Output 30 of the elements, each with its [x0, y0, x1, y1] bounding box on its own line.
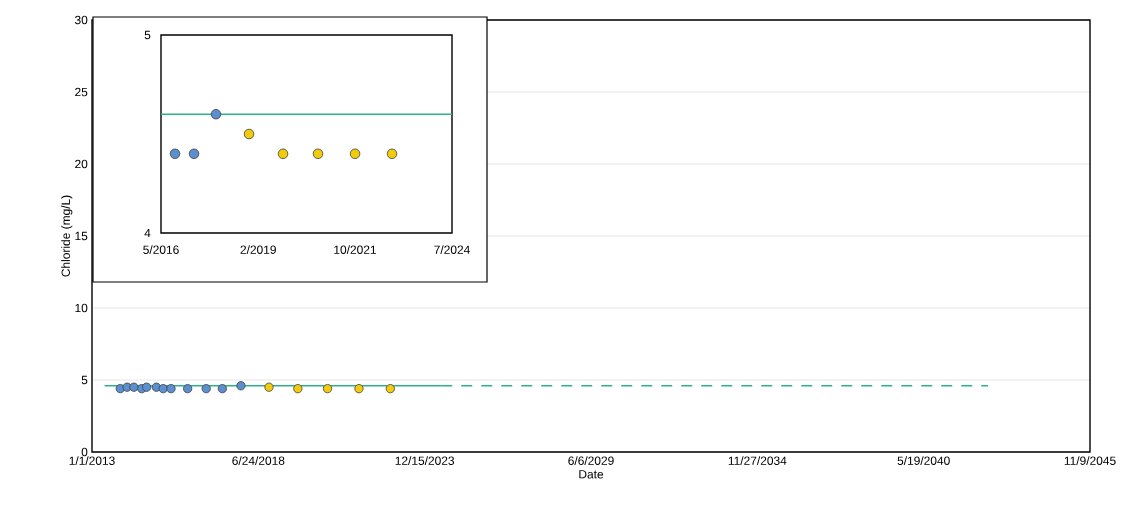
point	[349, 148, 361, 159]
y-tick-label: 30	[74, 15, 88, 25]
point	[243, 128, 255, 140]
x-tick-label: 5/19/2040	[897, 456, 950, 465]
point	[277, 148, 289, 159]
y-tick-label: 5	[81, 375, 88, 385]
x-tick-label: 2/2019	[240, 245, 276, 254]
x-tick-label: 11/27/2034	[728, 456, 787, 465]
point	[188, 148, 200, 159]
x-tick-label: 6/6/2029	[568, 456, 614, 465]
y-axis-title: Chloride (mg/L)	[61, 195, 73, 277]
point	[210, 108, 222, 120]
point	[169, 148, 181, 159]
x-tick-label: 1/1/2013	[69, 456, 115, 465]
y-tick-label: 10	[75, 303, 88, 313]
point	[386, 148, 398, 159]
x-axis-title: Date	[579, 470, 604, 479]
y-tick-label: 0	[81, 447, 88, 457]
y-tick-label: 25	[75, 87, 88, 97]
point	[312, 148, 324, 159]
x-tick-label: 7/2024	[434, 245, 470, 254]
x-tick-label: 10/2021	[334, 245, 376, 254]
y-tick-label: 4	[144, 228, 151, 238]
y-tick-label: 15	[75, 231, 88, 241]
x-tick-label: 11/9/2045	[1064, 456, 1116, 465]
y-tick-label: 20	[75, 159, 88, 169]
x-tick-label: 12/15/2023	[395, 456, 455, 465]
y-tick-label: 5	[144, 30, 151, 40]
x-tick-label: 5/2016	[143, 245, 179, 254]
x-tick-label: 6/24/2018	[232, 456, 285, 465]
